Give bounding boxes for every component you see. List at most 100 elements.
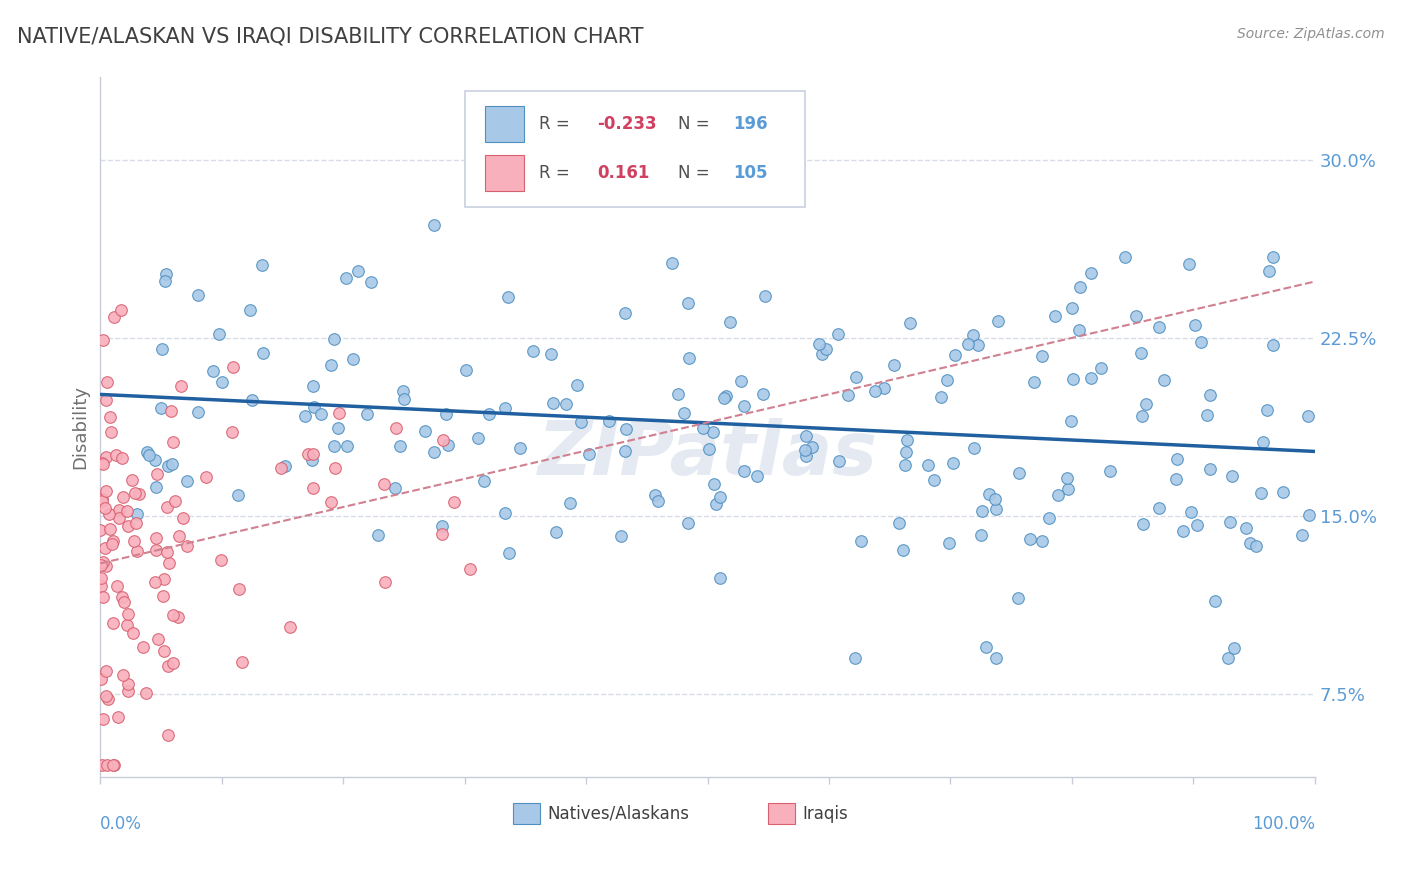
Point — [107, 710, 129, 724]
Point — [107, 579, 129, 593]
Point — [231, 656, 253, 670]
Point — [122, 626, 145, 640]
Point — [1057, 483, 1080, 497]
Point — [187, 405, 209, 419]
Point — [827, 327, 849, 342]
Point — [1198, 462, 1220, 476]
Point — [111, 668, 134, 682]
Point — [808, 336, 831, 351]
Point — [91, 333, 114, 347]
Point — [1261, 251, 1284, 265]
Point — [709, 571, 731, 585]
Point — [704, 497, 727, 511]
Point — [194, 470, 217, 484]
Point — [541, 396, 564, 410]
Point — [495, 169, 517, 184]
Point — [150, 343, 173, 357]
Point — [323, 439, 346, 453]
Point — [222, 359, 245, 374]
Point — [280, 620, 302, 634]
Point — [91, 458, 114, 472]
Text: 196: 196 — [733, 115, 768, 133]
Point — [1166, 473, 1188, 487]
Point — [962, 328, 984, 343]
Point — [478, 407, 501, 421]
Point — [896, 444, 918, 458]
Point — [90, 672, 112, 686]
Point — [96, 375, 118, 389]
Point — [1244, 539, 1267, 553]
Point — [384, 481, 406, 495]
Point — [917, 458, 939, 473]
Point — [228, 488, 250, 502]
Text: R =: R = — [538, 115, 575, 133]
Point — [1296, 409, 1319, 424]
Point — [430, 526, 453, 541]
Point — [1067, 323, 1090, 337]
Point — [335, 439, 357, 453]
Point — [1130, 409, 1153, 423]
Text: -0.233: -0.233 — [598, 115, 657, 133]
Point — [187, 288, 209, 302]
Point — [91, 493, 114, 508]
Point — [167, 529, 190, 543]
Point — [815, 342, 838, 356]
Point — [851, 533, 873, 548]
Point — [270, 460, 292, 475]
Point — [96, 757, 118, 772]
Point — [392, 392, 415, 407]
Point — [145, 480, 167, 494]
Point — [733, 464, 755, 478]
Point — [458, 562, 481, 576]
Point — [90, 579, 112, 593]
Point — [614, 422, 637, 436]
Point — [103, 616, 125, 631]
Point — [423, 218, 446, 232]
Text: 100.0%: 100.0% — [1251, 815, 1315, 833]
Point — [94, 392, 117, 407]
Point — [467, 431, 489, 445]
Point — [1173, 524, 1195, 538]
Point — [644, 488, 666, 502]
Point — [323, 333, 346, 347]
Point — [91, 712, 114, 726]
Point — [443, 495, 465, 509]
Point — [328, 406, 350, 420]
Point — [160, 404, 183, 418]
Point — [125, 516, 148, 530]
Point — [1272, 484, 1295, 499]
Point — [103, 757, 125, 772]
Point — [929, 390, 952, 404]
Point — [938, 536, 960, 550]
Point — [110, 450, 132, 465]
Text: 0.0%: 0.0% — [100, 815, 142, 833]
Point — [1129, 346, 1152, 360]
Point — [100, 425, 122, 439]
Point — [1031, 533, 1053, 548]
Point — [1258, 264, 1281, 278]
Point — [117, 607, 139, 621]
Point — [105, 448, 128, 462]
Point — [302, 401, 325, 415]
Point — [540, 346, 562, 360]
Point — [983, 492, 1005, 507]
Point — [865, 384, 887, 399]
Point — [1080, 371, 1102, 385]
Bar — [513, 803, 540, 824]
Point — [544, 525, 567, 540]
Point — [274, 459, 297, 474]
Point — [342, 351, 364, 366]
Point — [794, 449, 817, 463]
Point — [1220, 469, 1243, 483]
Point — [90, 492, 112, 507]
Point — [228, 582, 250, 597]
Point — [752, 387, 775, 401]
Text: 105: 105 — [733, 164, 768, 182]
Point — [1178, 257, 1201, 271]
Point — [522, 344, 544, 359]
Point — [598, 414, 620, 428]
Point — [1298, 508, 1320, 522]
Point — [135, 445, 157, 459]
Point — [1189, 334, 1212, 349]
Point — [135, 685, 157, 699]
